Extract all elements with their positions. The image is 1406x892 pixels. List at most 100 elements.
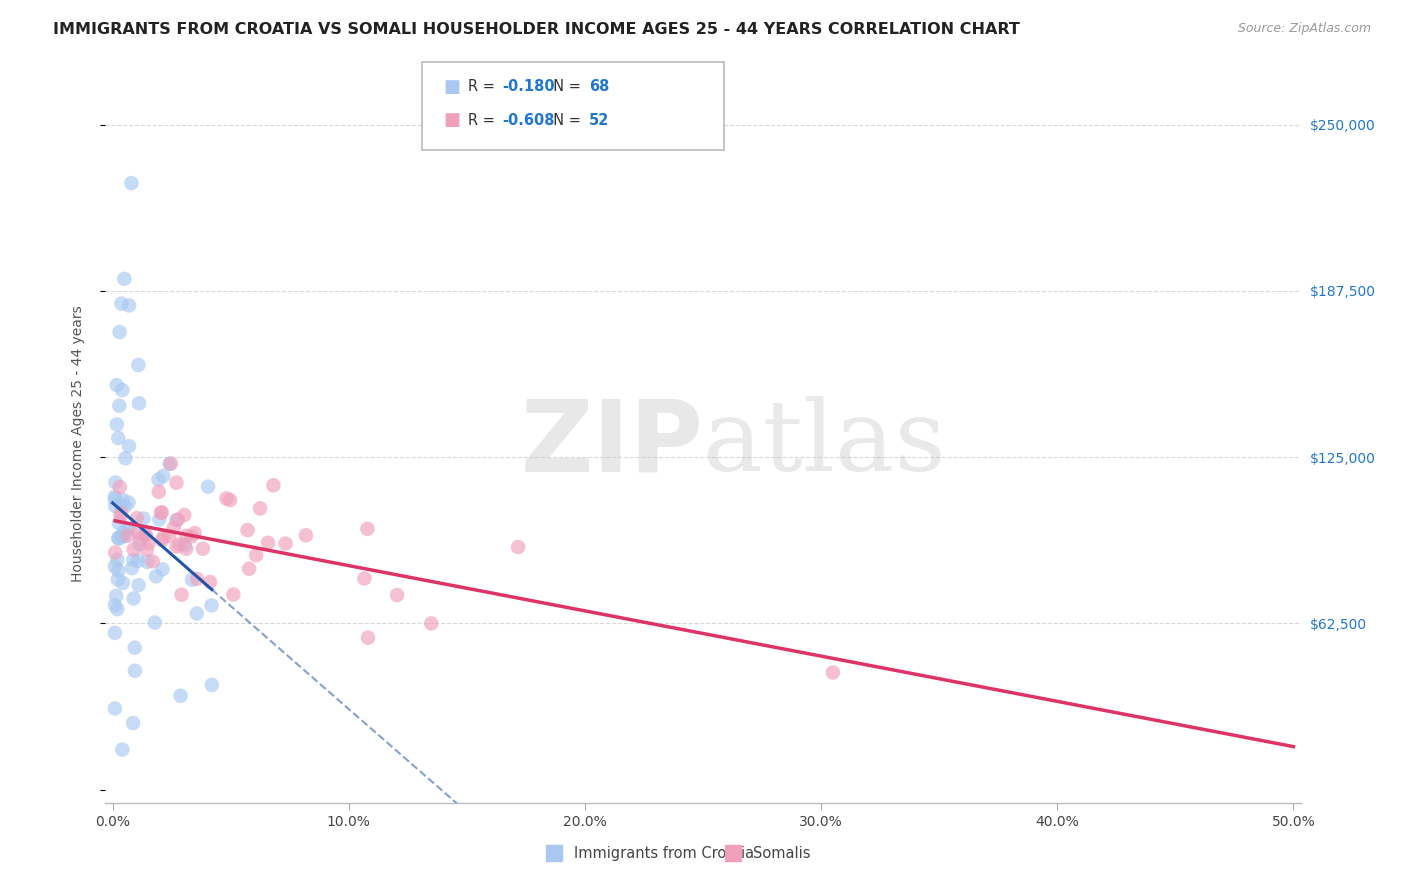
Point (127, 554, 149, 568)
Point (127, 524, 149, 539)
Point (132, 511, 155, 525)
Point (180, 529, 202, 543)
Point (152, 562, 174, 576)
Point (122, 542, 145, 557)
Point (134, 527, 156, 541)
Point (143, 615, 166, 630)
Point (110, 498, 132, 512)
Point (107, 431, 129, 445)
Point (108, 516, 131, 531)
Point (104, 499, 127, 513)
Text: 68: 68 (589, 79, 609, 94)
Point (128, 537, 150, 551)
Point (104, 701, 127, 715)
Point (145, 569, 167, 583)
Point (157, 529, 180, 543)
Point (114, 500, 136, 514)
Point (110, 506, 132, 520)
Point (160, 457, 183, 471)
Point (104, 626, 127, 640)
Point (110, 296, 132, 310)
Point (107, 573, 129, 587)
Point (114, 451, 136, 466)
Point (356, 522, 378, 536)
Point (159, 457, 181, 471)
Point (104, 559, 127, 574)
Point (152, 530, 174, 544)
Point (124, 664, 146, 678)
Point (186, 572, 208, 586)
Point (149, 506, 172, 520)
Text: -0.180: -0.180 (502, 79, 554, 94)
Text: IMMIGRANTS FROM CROATIA VS SOMALI HOUSEHOLDER INCOME AGES 25 - 44 YEARS CORRELAT: IMMIGRANTS FROM CROATIA VS SOMALI HOUSEH… (53, 22, 1021, 37)
Point (104, 475, 127, 490)
Point (274, 536, 297, 550)
Point (170, 588, 193, 602)
Point (118, 439, 141, 453)
Point (385, 588, 408, 602)
Point (174, 541, 197, 556)
Point (112, 272, 135, 286)
Point (148, 484, 170, 499)
Point (111, 492, 134, 507)
Point (183, 526, 205, 541)
Point (150, 533, 173, 547)
Text: N =: N = (544, 79, 586, 94)
Text: ■: ■ (443, 112, 460, 129)
Point (112, 526, 135, 541)
Point (148, 512, 170, 526)
Point (201, 678, 224, 692)
Text: 52: 52 (589, 113, 609, 128)
Text: N =: N = (544, 113, 586, 128)
Point (186, 607, 208, 621)
Point (249, 501, 271, 516)
Point (122, 591, 145, 606)
Point (245, 548, 267, 562)
Point (222, 588, 245, 602)
Point (169, 689, 191, 703)
Point (219, 493, 242, 508)
Point (105, 589, 128, 603)
Text: R =: R = (468, 113, 499, 128)
Point (105, 417, 128, 432)
Point (118, 522, 141, 536)
Point (163, 521, 186, 535)
Point (128, 396, 150, 410)
Point (115, 523, 138, 537)
Point (295, 528, 318, 542)
Point (122, 716, 145, 731)
Point (108, 325, 131, 339)
Point (138, 536, 160, 550)
Point (111, 529, 134, 543)
Point (118, 298, 141, 312)
Text: R =: R = (468, 79, 499, 94)
Point (124, 640, 146, 655)
Point (121, 561, 143, 575)
Point (107, 564, 129, 578)
Point (111, 383, 134, 397)
Point (107, 532, 129, 546)
Point (112, 529, 135, 543)
Point (173, 508, 195, 522)
Point (122, 553, 145, 567)
Point (166, 513, 188, 527)
Point (215, 491, 238, 506)
Text: Immigrants from Croatia: Immigrants from Croatia (574, 846, 754, 861)
Point (108, 399, 131, 413)
Point (105, 553, 128, 567)
Point (107, 531, 129, 545)
Point (111, 575, 134, 590)
Point (104, 545, 127, 559)
Point (105, 378, 128, 392)
Point (353, 571, 375, 585)
Point (198, 574, 221, 589)
Point (148, 473, 170, 487)
Point (142, 554, 165, 568)
Point (105, 602, 128, 616)
Point (166, 540, 188, 554)
Text: Somalis: Somalis (754, 846, 811, 861)
Point (238, 562, 260, 576)
Point (129, 532, 152, 546)
Point (176, 529, 198, 543)
Point (165, 513, 187, 527)
